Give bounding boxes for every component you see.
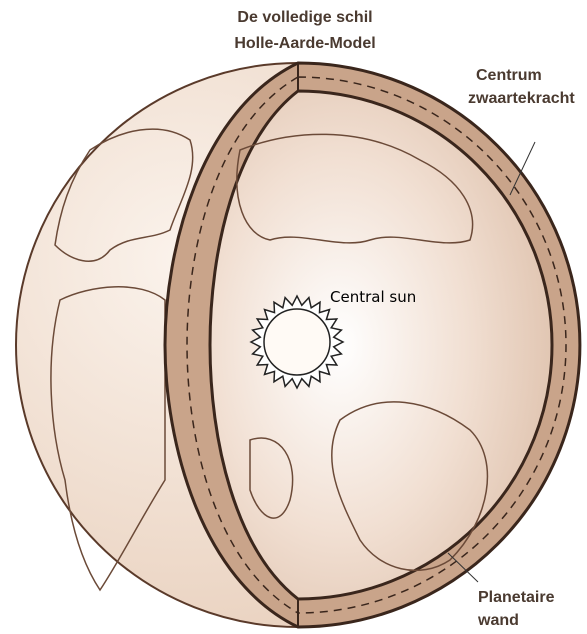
label: Central sun [330,288,416,306]
label: zwaartekracht [468,90,575,107]
label: wand [477,612,519,629]
central-sun [251,296,343,388]
globe [16,63,580,627]
diagram: De volledige schil Holle-Aarde-Model Cen… [0,0,587,634]
title: De volledige schil [237,9,372,26]
title: Holle-Aarde-Model [234,35,375,52]
sun-disc [264,309,330,375]
label: Centrum [476,67,542,84]
label: Planetaire [478,589,555,606]
